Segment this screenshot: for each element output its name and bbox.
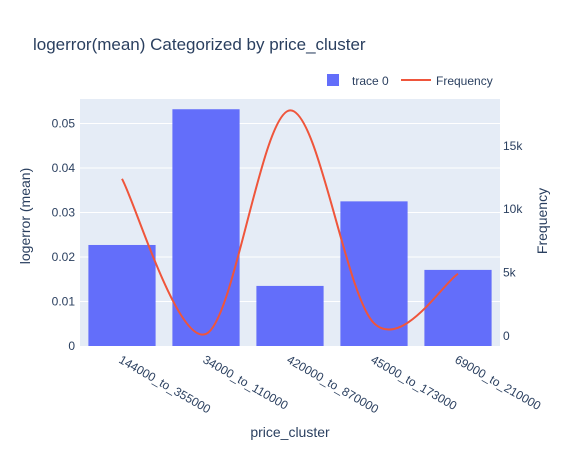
y-tick-label: 0	[68, 339, 75, 353]
bar[interactable]	[172, 109, 239, 346]
y2-tick-label: 5k	[503, 266, 517, 280]
y2-tick-label: 15k	[503, 139, 523, 153]
y-tick-label: 0.02	[52, 250, 76, 264]
y-tick-label: 0.05	[52, 116, 76, 130]
bar[interactable]	[88, 245, 155, 346]
chart-title: logerror(mean) Categorized by price_clus…	[33, 35, 366, 54]
legend-swatch-trace-0[interactable]	[327, 74, 339, 86]
bar[interactable]	[256, 286, 323, 346]
y-tick-label: 0.03	[52, 205, 76, 219]
y2-tick-label: 0	[503, 329, 510, 343]
x-axis-title: price_cluster	[250, 424, 330, 440]
y-axis-title: logerror (mean)	[17, 168, 33, 264]
legend-label-trace-0[interactable]: trace 0	[352, 74, 389, 88]
y2-tick-label: 10k	[503, 202, 523, 216]
y-tick-label: 0.04	[52, 161, 76, 175]
bar[interactable]	[424, 270, 491, 346]
legend-label-frequency[interactable]: Frequency	[436, 74, 493, 88]
y2-axis-title: Frequency	[534, 188, 550, 254]
y-tick-label: 0.01	[52, 294, 76, 308]
